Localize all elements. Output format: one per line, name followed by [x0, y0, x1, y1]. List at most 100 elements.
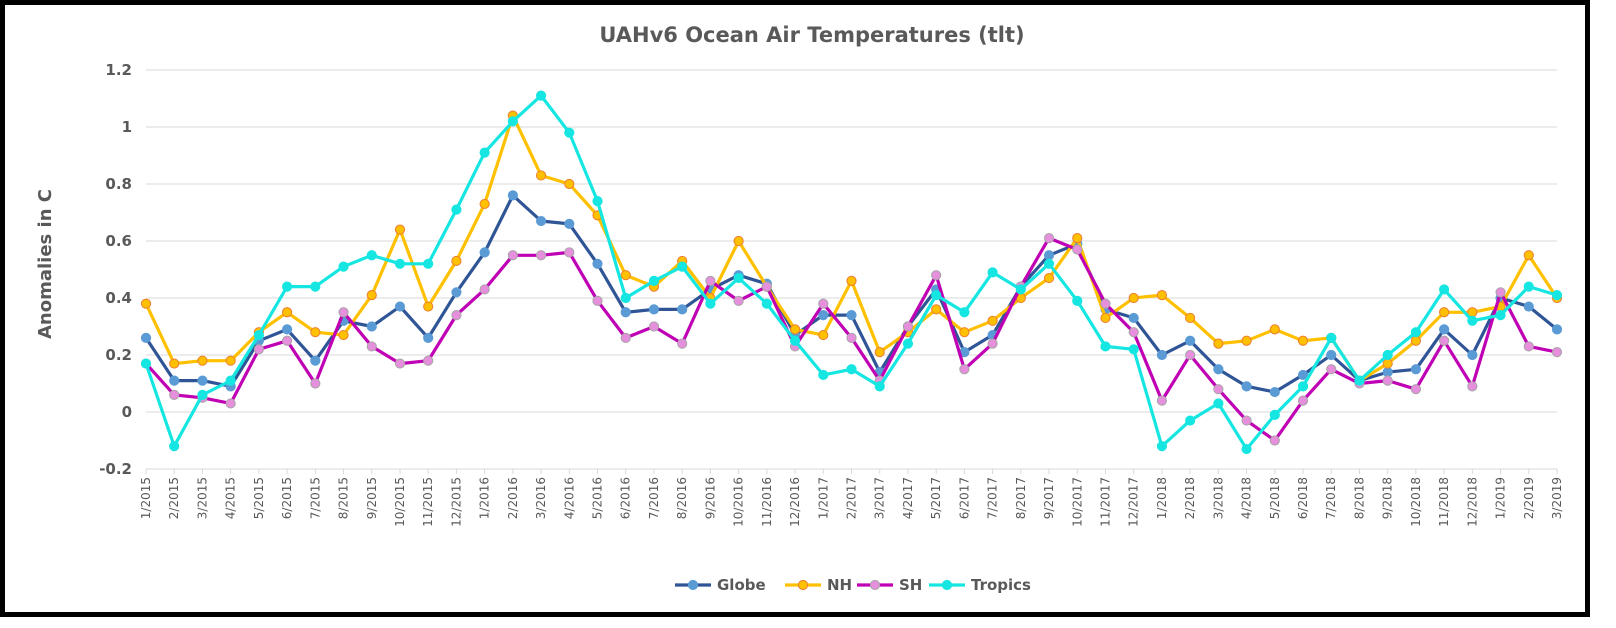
data-point-globe [1326, 349, 1337, 361]
data-point-globe [282, 324, 293, 335]
data-point-nh [423, 301, 434, 312]
x-tick-label: 4/2018 [1240, 477, 1254, 519]
data-point-tropics [169, 441, 180, 452]
y-tick-label: 0.4 [105, 289, 132, 307]
data-point-sh [1156, 395, 1168, 406]
data-point-tropics [366, 250, 377, 261]
x-tick-label: 3/2016 [534, 477, 548, 519]
x-tick-label: 1/2019 [1494, 477, 1508, 519]
data-point-nh [733, 235, 744, 247]
data-point-sh [987, 338, 998, 349]
data-point-tropics [1043, 258, 1055, 269]
data-point-tropics [733, 272, 744, 284]
data-point-nh [140, 298, 152, 309]
data-point-nh [1072, 233, 1083, 244]
data-point-nh [1382, 358, 1393, 369]
data-point-tropics [1156, 441, 1168, 452]
data-point-globe [1213, 364, 1224, 375]
data-point-sh [846, 332, 857, 343]
data-point-nh [1185, 312, 1196, 324]
legend-label: Globe [717, 576, 766, 594]
data-point-globe [140, 332, 152, 343]
series-tropics [140, 90, 1563, 455]
data-point-sh [1043, 233, 1055, 244]
x-tick-label: 1/2016 [478, 477, 492, 519]
x-tick-label: 3/2017 [873, 477, 887, 519]
data-point-nh [959, 327, 970, 338]
data-point-nh [1128, 292, 1139, 304]
data-point-nh [620, 270, 631, 281]
y-tick-label: 1.2 [105, 61, 132, 79]
data-point-tropics [846, 364, 857, 375]
x-tick-label: 11/2015 [421, 477, 435, 527]
x-tick-label: 4/2016 [562, 477, 576, 519]
data-point-tropics [535, 90, 547, 101]
data-point-sh [1523, 341, 1534, 352]
x-tick-label: 5/2015 [252, 477, 266, 519]
data-point-nh [338, 329, 349, 341]
x-tick-label: 2/2018 [1183, 477, 1197, 519]
data-point-globe [1467, 349, 1478, 361]
data-point-globe [818, 310, 829, 321]
data-point-globe [1523, 301, 1534, 312]
x-tick-label: 12/2018 [1465, 477, 1479, 527]
data-point-nh [282, 307, 293, 318]
x-tick-label: 7/2018 [1324, 477, 1338, 519]
data-point-sh [564, 247, 575, 258]
data-point-tropics [140, 358, 152, 369]
legend-item-globe: Globe [675, 576, 766, 594]
data-point-nh [931, 304, 942, 315]
x-tick-label: 8/2015 [337, 477, 351, 519]
x-tick-label: 8/2018 [1352, 477, 1366, 519]
data-point-sh [1439, 335, 1450, 346]
x-tick-label: 2/2015 [167, 477, 181, 519]
data-point-globe [1382, 367, 1393, 378]
data-point-globe [197, 375, 208, 386]
x-tick-label: 11/2017 [1098, 477, 1112, 527]
x-tick-label: 10/2015 [393, 477, 407, 527]
data-point-tropics [1185, 415, 1196, 426]
data-point-nh [479, 198, 490, 210]
x-tick-label: 9/2017 [1042, 477, 1056, 519]
data-point-nh [1241, 335, 1252, 346]
data-point-tropics [394, 258, 406, 269]
data-point-nh [1523, 250, 1534, 261]
x-tick-label: 8/2016 [675, 477, 689, 519]
data-point-tropics [620, 292, 631, 304]
data-point-tropics [225, 375, 236, 386]
data-point-sh [1213, 384, 1224, 395]
legend-label: SH [899, 576, 922, 594]
data-point-tropics [507, 116, 518, 127]
data-point-nh [394, 224, 406, 235]
data-point-tropics [818, 369, 829, 381]
x-tick-label: 12/2016 [788, 477, 802, 527]
data-point-nh [874, 347, 885, 358]
data-point-tropics [423, 258, 434, 269]
data-point-tropics [1072, 295, 1083, 306]
data-point-nh [225, 355, 236, 366]
x-tick-label: 4/2017 [901, 477, 915, 519]
data-point-sh [507, 250, 518, 261]
x-tick-label: 7/2015 [308, 477, 322, 519]
legend-marker [941, 579, 953, 591]
data-point-nh [846, 275, 857, 286]
data-point-nh [1213, 338, 1224, 349]
data-point-sh [733, 295, 744, 306]
data-point-nh [535, 170, 547, 181]
x-tick-label: 10/2016 [732, 477, 746, 527]
data-point-globe [507, 190, 518, 201]
data-point-globe [479, 247, 490, 258]
data-point-globe [1439, 324, 1450, 335]
data-point-sh [1326, 364, 1337, 375]
y-tick-label: 1 [122, 118, 132, 136]
data-point-sh [1072, 244, 1083, 255]
data-point-nh [1410, 335, 1422, 346]
data-point-sh [648, 321, 660, 332]
data-point-nh [366, 290, 377, 301]
data-point-tropics [987, 267, 998, 278]
data-point-tropics [1213, 398, 1224, 409]
x-tick-label: 6/2017 [957, 477, 971, 519]
data-point-tropics [648, 275, 660, 286]
x-tick-label: 11/2016 [760, 477, 774, 527]
legend-marker [869, 579, 881, 591]
